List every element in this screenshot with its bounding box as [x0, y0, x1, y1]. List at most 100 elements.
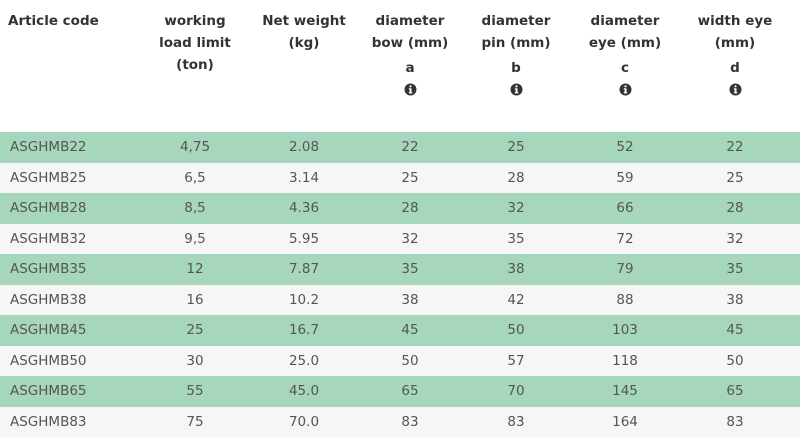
table-cell: 25 — [401, 169, 419, 186]
column-header: width eye (mm) d — [680, 0, 790, 132]
header-line: working — [164, 13, 226, 29]
dimension-letter: a — [405, 60, 415, 76]
table-cell: 70.0 — [288, 413, 320, 430]
header-line: load limit — [159, 35, 231, 51]
table-row: ASGHMB65 55 45.0 65 70 145 65 — [0, 376, 800, 407]
table-cell: 164 — [612, 413, 638, 430]
table-cell: 22 — [401, 139, 419, 156]
table-cell: 83 — [401, 413, 419, 430]
table-cell: 25 — [186, 322, 204, 339]
table-cell: 25.0 — [288, 352, 320, 369]
table-row: ASGHMB25 6,5 3.14 25 28 59 25 — [0, 162, 800, 193]
table-cell: 66 — [616, 200, 634, 217]
info-icon[interactable] — [729, 83, 742, 96]
table-cell: 10.2 — [288, 291, 320, 308]
table-cell: 12 — [186, 261, 204, 278]
table-header: Article code working load limit (ton) Net we… — [0, 0, 790, 132]
header-line: (kg) — [288, 35, 320, 51]
table-cell: 32 — [507, 200, 525, 217]
header-line: Net weight — [262, 13, 346, 29]
table-cell: 28 — [401, 200, 419, 217]
table-row: ASGHMB38 16 10.2 38 42 88 38 — [0, 284, 800, 315]
table-cell: 59 — [616, 169, 634, 186]
table-cell: 30 — [186, 352, 204, 369]
header-line: bow (mm) — [371, 35, 449, 51]
header-line: Article code — [8, 13, 99, 29]
table-cell: 5.95 — [288, 230, 320, 247]
table-cell: ASGHMB28 — [10, 200, 87, 217]
table-cell: 83 — [726, 413, 744, 430]
table-cell: 83 — [507, 413, 525, 430]
table-cell: 45 — [401, 322, 419, 339]
table-cell: 6,5 — [184, 169, 206, 186]
header-line: diameter — [590, 13, 660, 29]
dimension-letter: b — [511, 60, 521, 76]
table-cell: 28 — [726, 200, 744, 217]
table-cell: 28 — [507, 169, 525, 186]
table-cell: 25 — [726, 169, 744, 186]
table-cell: ASGHMB83 — [10, 413, 87, 430]
table-cell: 103 — [612, 322, 638, 339]
table-row: ASGHMB22 4,75 2.08 22 25 52 22 — [0, 132, 800, 163]
table-cell: 50 — [507, 322, 525, 339]
header-line: diameter — [481, 13, 551, 29]
column-header: diameter eye (mm) c — [570, 0, 680, 132]
column-header: diameter bow (mm) a — [358, 0, 462, 132]
table-cell: 35 — [507, 230, 525, 247]
table-cell: 50 — [726, 352, 744, 369]
table-cell: ASGHMB50 — [10, 352, 87, 369]
table-row: ASGHMB50 30 25.0 50 57 118 50 — [0, 345, 800, 376]
table-cell: ASGHMB22 — [10, 139, 87, 156]
header-line: (mm) — [714, 35, 756, 51]
table-cell: 79 — [616, 261, 634, 278]
table-cell: ASGHMB25 — [10, 169, 87, 186]
header-line: pin (mm) — [481, 35, 551, 51]
table-cell: 38 — [726, 291, 744, 308]
column-header: working load limit (ton) — [140, 0, 250, 132]
info-icon[interactable] — [510, 83, 523, 96]
table-cell: 7.87 — [288, 261, 320, 278]
table-cell: 9,5 — [184, 230, 206, 247]
table-cell: 8,5 — [184, 200, 206, 217]
table-cell: 4.36 — [288, 200, 320, 217]
table-cell: ASGHMB65 — [10, 383, 87, 400]
table-cell: 32 — [401, 230, 419, 247]
table-row: ASGHMB83 75 70.0 83 83 164 83 — [0, 406, 800, 437]
table-cell: 88 — [616, 291, 634, 308]
table-cell: 42 — [507, 291, 525, 308]
table-row: ASGHMB35 12 7.87 35 38 79 35 — [0, 254, 800, 285]
table-cell: 16.7 — [288, 322, 320, 339]
table-cell: 3.14 — [288, 169, 320, 186]
table-cell: 22 — [726, 139, 744, 156]
table-row: ASGHMB28 8,5 4.36 28 32 66 28 — [0, 193, 800, 224]
table-cell: 118 — [612, 352, 638, 369]
header-line: eye (mm) — [588, 35, 662, 51]
info-icon[interactable] — [404, 83, 417, 96]
table-cell: 45.0 — [288, 383, 320, 400]
table-row: ASGHMB32 9,5 5.95 32 35 72 32 — [0, 223, 800, 254]
table-cell: 16 — [186, 291, 204, 308]
column-header: Net weight (kg) — [250, 0, 358, 132]
table-row: ASGHMB45 25 16.7 45 50 103 45 — [0, 315, 800, 346]
table-cell: ASGHMB35 — [10, 261, 87, 278]
info-icon[interactable] — [619, 83, 632, 96]
dimension-letter: c — [620, 60, 629, 76]
table-cell: ASGHMB38 — [10, 291, 87, 308]
table-cell: 4,75 — [179, 139, 211, 156]
table-cell: 55 — [186, 383, 204, 400]
column-header: Article code — [0, 0, 140, 132]
table-cell: 145 — [612, 383, 638, 400]
table-cell: 65 — [726, 383, 744, 400]
table-cell: ASGHMB32 — [10, 230, 87, 247]
table-cell: 25 — [507, 139, 525, 156]
table-cell: 2.08 — [288, 139, 320, 156]
table-cell: 65 — [401, 383, 419, 400]
table-cell: ASGHMB45 — [10, 322, 87, 339]
table-cell: 35 — [726, 261, 744, 278]
table-cell: 38 — [401, 291, 419, 308]
table-cell: 75 — [186, 413, 204, 430]
table-cell: 35 — [401, 261, 419, 278]
column-header: diameter pin (mm) b — [462, 0, 570, 132]
table-cell: 70 — [507, 383, 525, 400]
table-cell: 50 — [401, 352, 419, 369]
